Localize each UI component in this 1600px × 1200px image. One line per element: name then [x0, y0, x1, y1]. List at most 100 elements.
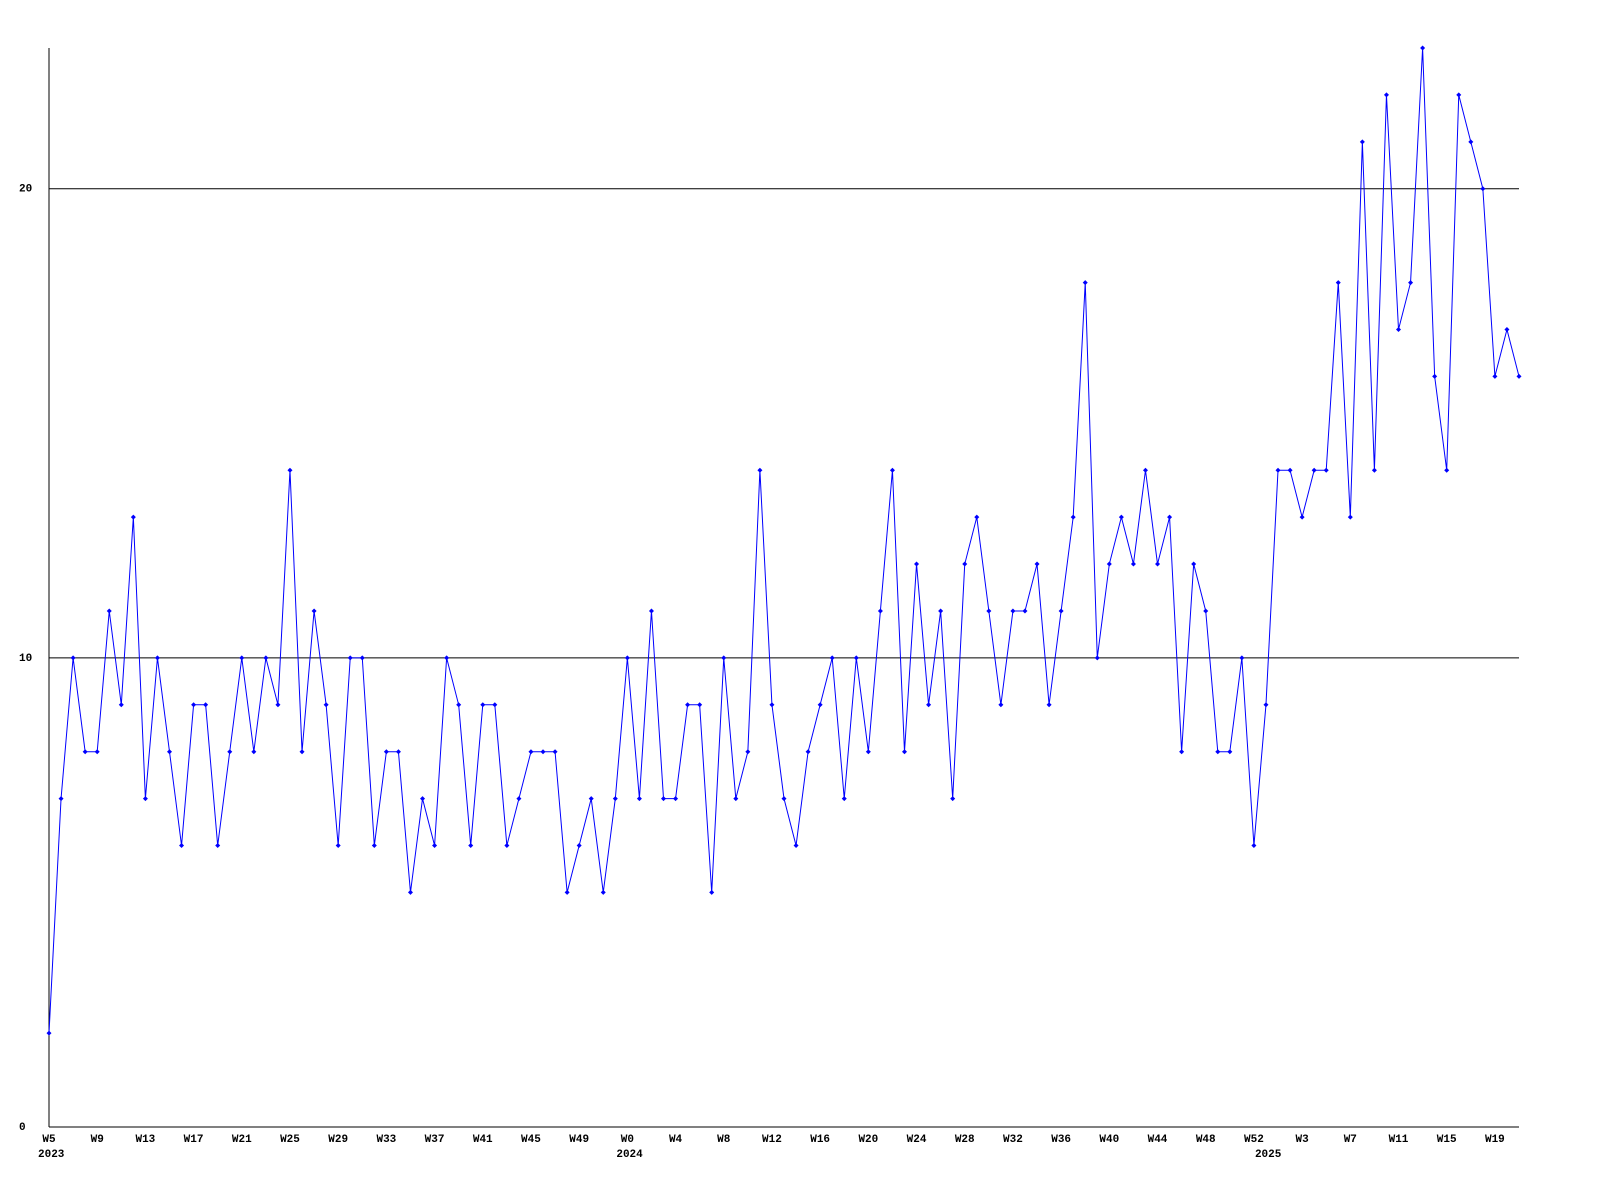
data-point: [962, 561, 968, 567]
data-point: [1432, 373, 1438, 379]
data-point: [528, 749, 534, 755]
x-tick-label: W33: [376, 1134, 396, 1146]
x-tick-label: W12: [762, 1134, 782, 1146]
data-point: [817, 702, 823, 708]
data-point: [1227, 749, 1233, 755]
x-tick-label: W40: [1099, 1134, 1119, 1146]
x-tick-label: W45: [521, 1134, 541, 1146]
data-point: [1504, 326, 1510, 332]
data-point: [853, 655, 859, 661]
y-tick-label: 10: [19, 653, 32, 665]
data-point: [1371, 467, 1377, 473]
x-tick-label: W7: [1344, 1134, 1357, 1146]
data-point: [1058, 608, 1064, 614]
data-point: [456, 702, 462, 708]
data-point: [612, 796, 618, 802]
data-point: [142, 796, 148, 802]
x-tick-label: W11: [1389, 1134, 1409, 1146]
data-point: [914, 561, 920, 567]
data-point: [1359, 139, 1365, 145]
data-point: [1420, 45, 1426, 51]
data-point: [1335, 280, 1341, 286]
data-point: [299, 749, 305, 755]
data-point: [769, 702, 775, 708]
x-tick-label: W32: [1003, 1134, 1023, 1146]
data-point: [648, 608, 654, 614]
data-point: [166, 749, 172, 755]
data-point: [420, 796, 426, 802]
data-point: [552, 749, 558, 755]
data-point: [347, 655, 353, 661]
x-tick-label: W17: [184, 1134, 204, 1146]
data-point: [1311, 467, 1317, 473]
year-label: 2023: [38, 1149, 65, 1161]
year-label: 2025: [1255, 1149, 1282, 1161]
data-point: [998, 702, 1004, 708]
data-point: [444, 655, 450, 661]
data-point: [395, 749, 401, 755]
data-point: [1468, 139, 1474, 145]
data-point: [745, 749, 751, 755]
data-point: [709, 889, 715, 895]
y-tick-label: 20: [19, 184, 32, 196]
x-tick-label: W21: [232, 1134, 252, 1146]
data-point: [1408, 280, 1414, 286]
data-point: [383, 749, 389, 755]
data-point: [1299, 514, 1305, 520]
data-point: [263, 655, 269, 661]
data-point: [1022, 608, 1028, 614]
data-point: [1347, 514, 1353, 520]
data-point: [926, 702, 932, 708]
x-tick-label: W41: [473, 1134, 493, 1146]
x-tick-label: W36: [1051, 1134, 1071, 1146]
x-tick-label: W28: [955, 1134, 975, 1146]
x-tick-label: W3: [1296, 1134, 1310, 1146]
data-point: [1034, 561, 1040, 567]
data-point: [1191, 561, 1197, 567]
data-point: [600, 889, 606, 895]
data-point: [576, 843, 582, 849]
data-point: [733, 796, 739, 802]
data-point: [1239, 655, 1245, 661]
x-tick-label: W20: [858, 1134, 878, 1146]
data-point: [1142, 467, 1148, 473]
data-point: [865, 749, 871, 755]
data-point: [1118, 514, 1124, 520]
y-tick-label: 0: [19, 1122, 26, 1134]
data-point: [251, 749, 257, 755]
data-line: [48, 47, 1520, 1034]
year-label: 2024: [616, 1149, 643, 1161]
data-point: [841, 796, 847, 802]
data-point: [1203, 608, 1209, 614]
data-point: [492, 702, 498, 708]
data-point: [359, 655, 365, 661]
data-point: [661, 796, 667, 802]
data-point: [1275, 467, 1281, 473]
data-point: [227, 749, 233, 755]
data-point: [1492, 373, 1498, 379]
data-point: [564, 889, 570, 895]
data-point: [673, 796, 679, 802]
data-point: [877, 608, 883, 614]
data-point: [58, 796, 64, 802]
data-point: [407, 889, 413, 895]
data-point: [215, 843, 221, 849]
data-point: [118, 702, 124, 708]
data-point: [757, 467, 763, 473]
x-tick-label: W37: [425, 1134, 445, 1146]
x-tick-label: W16: [810, 1134, 830, 1146]
data-point: [805, 749, 811, 755]
data-point: [179, 843, 185, 849]
data-point: [468, 843, 474, 849]
data-point: [1396, 326, 1402, 332]
data-point: [1287, 467, 1293, 473]
data-point: [1383, 92, 1389, 98]
data-point: [1323, 467, 1329, 473]
data-point: [889, 467, 895, 473]
data-point: [94, 749, 100, 755]
data-point: [275, 702, 281, 708]
x-tick-label: W4: [669, 1134, 683, 1146]
data-point: [46, 1030, 52, 1036]
data-point: [203, 702, 209, 708]
